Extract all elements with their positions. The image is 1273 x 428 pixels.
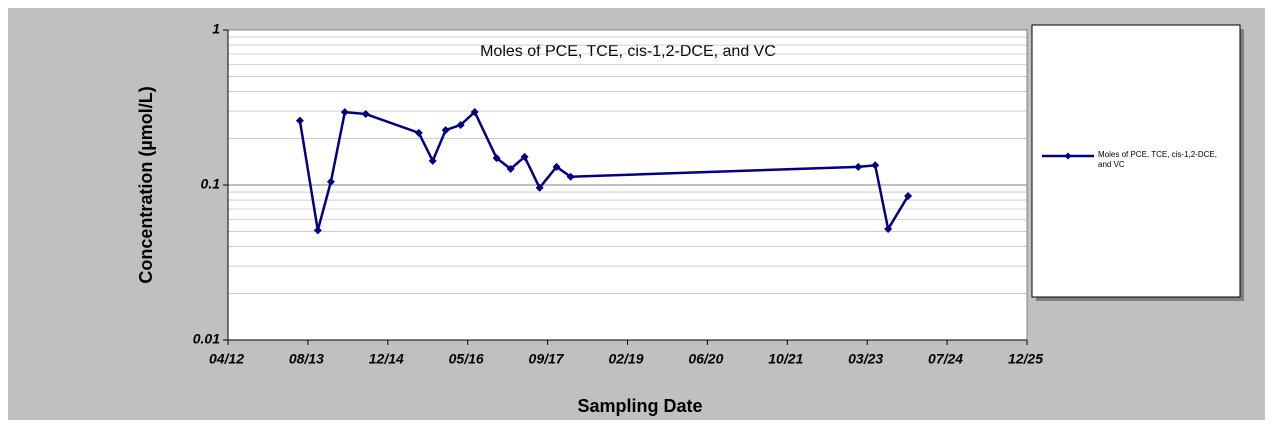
chart-title: Moles of PCE, TCE, cis-1,2-DCE, and VC [480, 43, 776, 60]
x-tick-label: 03/23 [848, 351, 883, 367]
x-tick-label: 12/14 [369, 351, 404, 367]
legend-label: Moles of PCE, TCE, cis-1,2-DCE, and VC [1098, 150, 1217, 169]
y-tick-label: 0.01 [193, 331, 220, 347]
data-point [492, 154, 501, 163]
data-point [428, 156, 437, 165]
x-tick-label: 09/17 [529, 351, 565, 367]
data-point [854, 162, 863, 171]
data-point [506, 164, 515, 173]
data-point [361, 110, 370, 119]
y-tick-label: 0.1 [201, 176, 221, 192]
data-point [884, 225, 893, 234]
data-point [295, 116, 304, 125]
x-tick-label: 10/21 [768, 351, 803, 367]
data-point [441, 126, 450, 135]
data-point [456, 120, 465, 129]
data-point [414, 128, 423, 137]
data-point [904, 191, 913, 200]
x-axis-label: Sampling Date [577, 396, 702, 416]
x-tick-label: 12/25 [1008, 351, 1043, 367]
data-point [566, 172, 575, 181]
data-point [313, 226, 322, 235]
data-point [340, 108, 349, 117]
legend-box [1031, 24, 1241, 298]
data-point [552, 162, 561, 171]
y-tick-label: 1 [212, 21, 220, 37]
y-axis-label: Concentration (µmol/L) [136, 86, 156, 283]
data-point [326, 177, 335, 186]
x-tick-label: 04/12 [209, 351, 244, 367]
x-tick-label: 02/19 [608, 351, 643, 367]
x-tick-label: 06/20 [688, 351, 723, 367]
data-point [871, 161, 880, 170]
x-tick-label: 05/16 [449, 351, 484, 367]
legend-marker [1064, 152, 1072, 160]
x-tick-label: 07/24 [928, 351, 963, 367]
data-point [535, 183, 544, 192]
data-point [520, 152, 529, 161]
x-tick-label: 08/13 [289, 351, 324, 367]
data-point [470, 107, 479, 116]
